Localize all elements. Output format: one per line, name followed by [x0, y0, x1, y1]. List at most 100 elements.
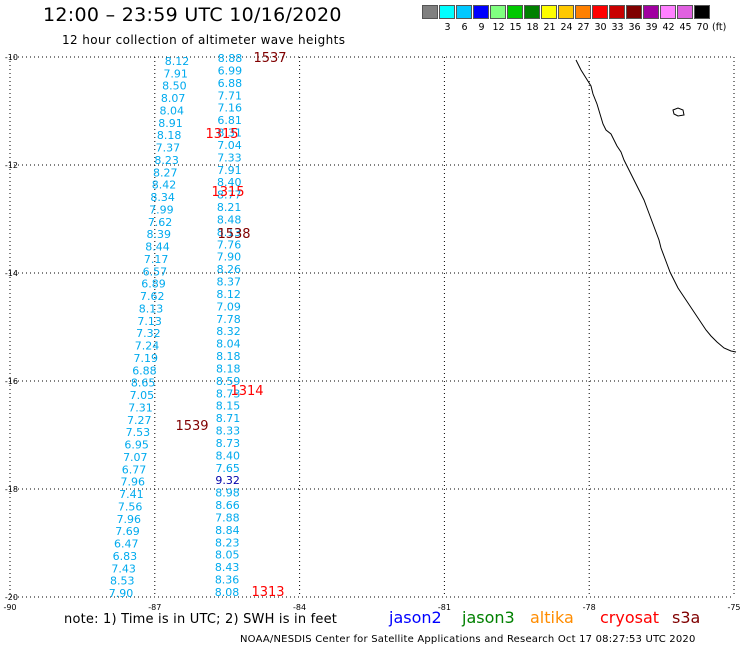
wave-height-value: 6.47 [114, 538, 139, 551]
wave-height-value: 6.81 [217, 114, 242, 127]
wave-height-value: 8.31 [217, 127, 242, 140]
wave-height-value: 6.88 [218, 77, 243, 90]
y-tick-label: -16 [5, 377, 18, 386]
wave-height-value: 8.18 [216, 362, 241, 375]
wave-height-value: 8.98 [215, 487, 240, 500]
wave-height-value: 6.57 [143, 265, 168, 278]
chart-title: 12:00 – 23:59 UTC 10/16/2020 [43, 4, 342, 26]
coastline [575, 59, 737, 353]
wave-height-value: 8.66 [215, 499, 240, 512]
wave-height-value: 7.19 [133, 352, 158, 365]
wave-height-value: 8.13 [139, 302, 164, 315]
wave-height-value: 7.78 [216, 313, 241, 326]
track-b-labels: 8.886.996.887.717.166.818.317.047.337.91… [215, 52, 243, 599]
color-swatch [575, 5, 591, 19]
pass-number-label: 1538 [217, 227, 250, 242]
satellite-legend-item: altika [530, 608, 574, 627]
wave-height-value: 8.53 [110, 575, 135, 588]
wave-height-value: 7.09 [216, 300, 241, 313]
satellite-legend-item: jason2 [389, 608, 442, 627]
wave-height-value: 8.40 [217, 176, 242, 189]
wave-height-value: 8.27 [153, 166, 178, 179]
wave-height-value: 8.12 [165, 55, 190, 68]
units-note: note: 1) Time is in UTC; 2) SWH is in fe… [64, 612, 338, 627]
wave-height-value: 7.91 [217, 164, 242, 177]
wave-height-value: 8.59 [216, 375, 241, 388]
wave-height-value: 7.76 [217, 238, 242, 251]
wave-height-value: 8.18 [157, 129, 182, 142]
color-swatch [524, 5, 540, 19]
x-tick-label: -81 [438, 603, 451, 612]
wave-height-value: 8.33 [216, 425, 241, 438]
wave-height-value: 8.48 [217, 213, 242, 226]
color-scale-label: 18 [526, 22, 539, 33]
color-swatch [473, 5, 489, 19]
wave-height-value: 8.42 [152, 179, 177, 192]
wave-height-value: 6.95 [124, 439, 149, 452]
wave-height-value: 7.32 [136, 327, 161, 340]
wave-height-value: 6.89 [141, 278, 166, 291]
pass-number-label: 1313 [251, 585, 284, 600]
color-swatch [456, 5, 472, 19]
wave-height-value: 8.77 [217, 189, 242, 202]
color-scale-label: 45 [679, 22, 692, 33]
wave-height-value: 8.08 [215, 586, 240, 599]
island-outline [672, 107, 685, 117]
wave-height-value: 8.36 [215, 574, 240, 587]
wave-height-value: 8.26 [217, 263, 242, 276]
color-swatch [677, 5, 693, 19]
wave-height-value: 7.62 [140, 290, 165, 303]
x-tick-label: -90 [3, 603, 16, 612]
footer-credit: NOAA/NESDIS Center for Satellite Applica… [240, 634, 696, 645]
color-scale [422, 5, 711, 19]
wave-height-value: 8.21 [217, 201, 242, 214]
color-swatch [609, 5, 625, 19]
color-scale-label: 27 [577, 22, 590, 33]
color-swatch [439, 5, 455, 19]
wave-height-value: 6.77 [122, 463, 147, 476]
wave-height-value: 8.04 [160, 104, 185, 117]
y-tick-label: -12 [5, 161, 18, 170]
color-scale-label: 15 [509, 22, 522, 33]
color-swatch [490, 5, 506, 19]
wave-height-value: 7.13 [137, 315, 162, 328]
wave-height-value: 8.18 [216, 350, 241, 363]
map-grid [9, 56, 735, 598]
color-scale-label: 6 [461, 22, 468, 33]
wave-height-value: 8.50 [162, 80, 187, 93]
color-scale-label: 36 [628, 22, 641, 33]
wave-height-value: 8.91 [158, 117, 183, 130]
y-tick-label: -10 [5, 53, 18, 62]
satellite-legend-item: cryosat [600, 608, 660, 627]
wave-height-value: 6.83 [113, 550, 138, 563]
color-scale-label: 42 [662, 22, 675, 33]
wave-height-value: 6.88 [132, 364, 157, 377]
wave-height-value: 7.33 [217, 151, 242, 164]
color-scale-label: 39 [645, 22, 658, 33]
track-a-labels: 8.127.918.508.078.048.918.187.378.238.27… [109, 55, 190, 600]
wave-height-value: 8.12 [216, 288, 241, 301]
color-scale-labels: 3 6 9 12 15 18 21 24 27 30 33 36 39 42 45 70 [422, 22, 711, 33]
color-scale-label: 21 [543, 22, 556, 33]
wave-height-value: 7.16 [217, 102, 242, 115]
pass-number-labels: 1537 1315 1315 1538 1314 1539 1313 [175, 51, 286, 600]
wave-height-value: 7.65 [215, 462, 240, 475]
chart-subtitle: 12 hour collection of altimeter wave hei… [62, 33, 346, 47]
wave-height-value: 8.71 [216, 412, 241, 425]
wave-height-value: 8.05 [215, 549, 240, 562]
wave-height-value: 7.90 [217, 251, 242, 264]
color-scale-unit: (ft) [712, 22, 727, 33]
y-tick-label: -20 [5, 593, 18, 602]
color-swatch [558, 5, 574, 19]
wave-height-value: 7.56 [118, 500, 143, 513]
wave-height-value: 8.88 [218, 52, 243, 65]
satellite-legend-item: s3a [672, 608, 701, 627]
wave-height-value: 7.90 [109, 587, 134, 600]
wave-height-value: 7.07 [123, 451, 148, 464]
wave-height-value: 8.07 [161, 92, 186, 105]
x-tick-label: -84 [293, 603, 306, 612]
wave-height-value: 8.37 [216, 276, 241, 289]
color-swatch [643, 5, 659, 19]
pass-number-label: 1539 [175, 419, 208, 434]
color-scale-label: 9 [478, 22, 485, 33]
